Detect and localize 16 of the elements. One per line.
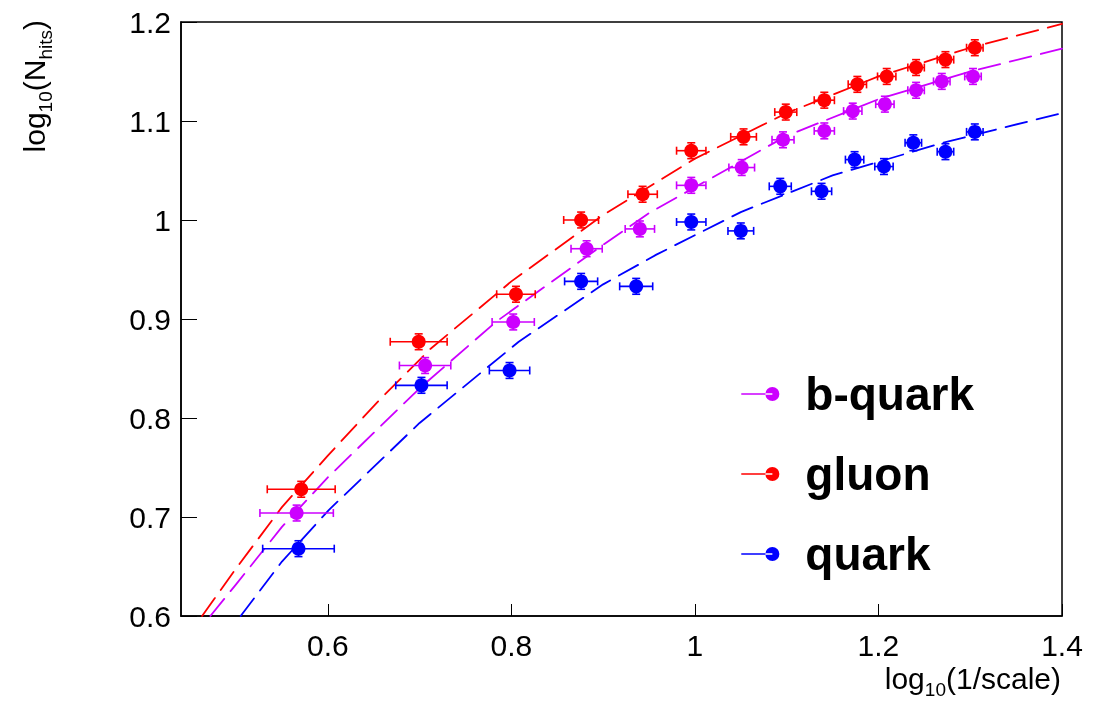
y-tick-label: 1.1 xyxy=(129,104,171,138)
legend-label: quark xyxy=(805,528,931,580)
x-tick-label: 1.4 xyxy=(1041,628,1083,662)
legend-label: b-quark xyxy=(805,368,975,420)
y-tick-label: 1 xyxy=(154,203,171,237)
y-tick-label: 0.9 xyxy=(129,302,171,336)
legend-label: gluon xyxy=(805,448,931,500)
y-tick-label: 1.2 xyxy=(129,5,171,39)
y-tick-label: 0.8 xyxy=(129,401,171,435)
x-axis-title: log$_{10}$(1/scale) xyxy=(884,662,1061,700)
y-tick-label: 0.7 xyxy=(129,500,171,534)
x-tick-label: 1 xyxy=(686,628,704,662)
x-tick-label: 1.2 xyxy=(857,628,900,662)
x-tick-label: 0.6 xyxy=(306,628,349,662)
x-tick-label: 0.8 xyxy=(490,628,533,662)
y-tick-label: 0.6 xyxy=(129,599,171,633)
